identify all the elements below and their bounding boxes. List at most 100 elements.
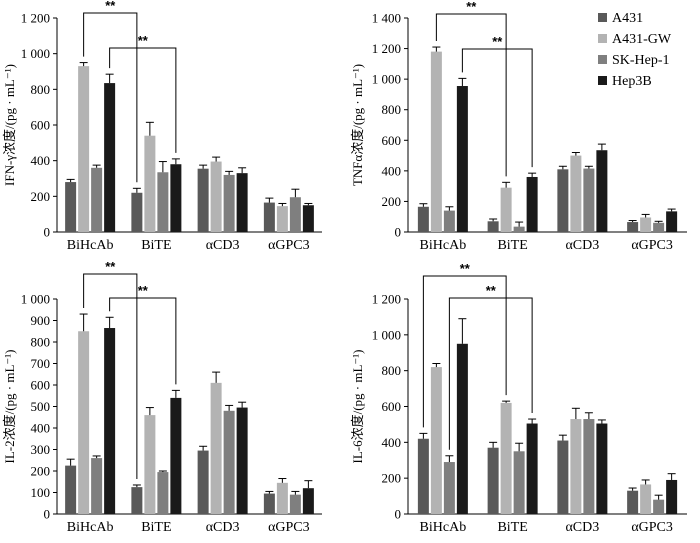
chart-panels: 0 200 400 600 800 1 000 1 200 IFN-γ浓度/(pg · mL⁻… [2,0,687,535]
bar-a431-gw [570,155,582,232]
significance-bracket [83,12,138,183]
bar-sk-hep-1 [91,167,103,232]
y-tick-label: 400 [31,421,51,436]
bar-a431-gw [640,484,652,514]
y-tick-label: 400 [31,153,51,168]
y-tick-label: 200 [31,464,51,479]
significance-bracket [109,297,177,385]
bar-hep3b [170,397,182,514]
bar-a431-gw [78,66,90,233]
significance-label: ** [466,0,477,14]
significance-bracket [448,297,533,450]
bar-a431 [131,487,143,514]
legend-label: Hep3B [612,74,652,89]
x-category-label: BiTE [141,238,171,253]
y-tick-label: 200 [382,194,402,209]
x-category-label: BiTE [141,520,171,535]
legend-label: A431-GW [612,32,672,47]
y-tick-label: 0 [44,507,51,522]
y-axis-label: IL-6浓度/(pg · mL⁻¹) [350,349,365,463]
bar-a431 [65,182,77,232]
y-tick-label: 500 [31,399,51,414]
x-category-label: BiTE [497,238,527,253]
significance-label: ** [138,33,149,48]
significance-label: ** [105,0,116,13]
y-tick-label: 800 [31,335,51,350]
bar-a431 [65,465,77,514]
x-category-label: BiHcAb [67,520,114,535]
y-tick-label: 0 [395,225,402,240]
bar-sk-hep-1 [653,499,665,514]
y-tick-label: 1 200 [372,41,401,56]
y-tick-label: 300 [31,442,51,457]
legend: A431 A431-GW SK-Hep-1 Hep3B [598,11,672,89]
bar-sk-hep-1 [583,419,595,514]
y-tick-label: 1 200 [372,292,401,307]
bar-sk-hep-1 [223,410,235,514]
x-category-label: αGPC3 [631,238,673,253]
bar-a431-gw [430,51,442,232]
legend-swatch [598,55,607,64]
bar-a431 [417,206,429,232]
significance-bracket [109,47,177,153]
bar-a431-gw [276,206,288,232]
x-category-label: BiHcAb [67,238,114,253]
y-tick-label: 900 [31,313,51,328]
bar-a431 [197,450,209,514]
chart-panel-3: 0 100 200 300 400 500 600 700 800 900 1 000 IL-2浓度/… [2,259,322,535]
significance-label: ** [460,261,471,276]
bar-a431 [263,202,275,232]
x-category-label: BiTE [497,520,527,535]
y-tick-label: 600 [31,118,51,133]
bar-a431-gw [430,367,442,514]
y-tick-label: 800 [382,363,402,378]
y-tick-label: 1 400 [372,11,401,26]
significance-label: ** [486,283,497,298]
bar-a431-gw [640,217,652,232]
bar-hep3b [666,211,678,232]
x-category-label: BiHcAb [420,238,467,253]
bar-sk-hep-1 [289,494,301,514]
significance-label: ** [492,34,503,49]
bar-a431-gw [570,419,582,514]
bar-sk-hep-1 [513,226,525,232]
legend-label: SK-Hep-1 [612,53,670,68]
bar-sk-hep-1 [653,222,665,232]
y-tick-label: 400 [382,435,402,450]
legend-swatch [598,34,607,43]
y-axis-label: TNFα浓度/(pg · mL⁻¹) [350,64,365,186]
bar-hep3b [596,150,608,232]
legend-swatch [598,76,607,85]
significance-label: ** [138,283,149,298]
bar-hep3b [526,423,538,514]
bar-hep3b [104,328,116,514]
bar-a431-gw [144,415,156,514]
bar-sk-hep-1 [443,210,455,232]
bar-a431-gw [78,331,90,514]
bar-hep3b [596,423,608,514]
x-category-label: αCD3 [206,238,240,253]
bar-a431 [557,169,569,232]
bar-a431 [627,222,639,232]
y-tick-label: 200 [382,471,402,486]
significance-bracket [461,48,533,168]
bar-hep3b [526,176,538,232]
bar-a431-gw [210,161,222,232]
x-category-label: BiHcAb [420,520,467,535]
y-tick-label: 400 [382,163,402,178]
chart-panel-4: 0 200 400 600 800 1 000 1 200 IL-6浓度/(pg · mL⁻¹… [350,261,687,535]
bar-sk-hep-1 [223,174,235,232]
bar-a431-gw [276,482,288,514]
bar-a431-gw [500,402,512,514]
bar-sk-hep-1 [583,168,595,232]
y-tick-label: 1 000 [372,327,401,342]
bar-hep3b [104,83,116,232]
bar-hep3b [456,86,468,233]
chart-panel-1: 0 200 400 600 800 1 000 1 200 IFN-γ浓度/(pg · mL⁻… [2,0,322,253]
bar-a431 [487,221,499,232]
y-tick-label: 600 [382,399,402,414]
significance-label: ** [105,259,116,274]
bar-a431-gw [500,187,512,232]
bar-hep3b [666,479,678,514]
